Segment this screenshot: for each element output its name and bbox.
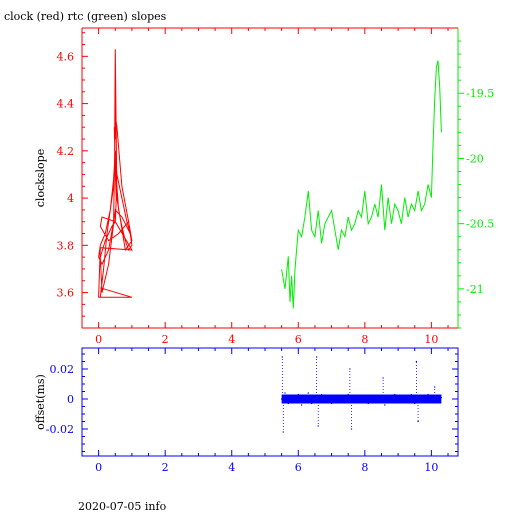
offset-point <box>340 395 343 397</box>
bottom-x-tick-label: 4 <box>228 461 235 474</box>
offset-point <box>311 402 313 405</box>
offset-point <box>404 399 406 402</box>
offset-point <box>291 395 293 397</box>
offset-point <box>417 420 419 423</box>
offset-point <box>437 401 439 403</box>
top-y2-tick-label: -21 <box>466 283 484 296</box>
top-y2-tick-label: -20 <box>466 152 484 165</box>
offset-point <box>316 356 318 358</box>
top-x-tick-label: 0 <box>95 333 102 346</box>
footer-info: 2020-07-05 info <box>78 500 167 512</box>
offset-point <box>349 368 351 370</box>
bottom-x-tick-label: 2 <box>162 461 169 474</box>
offset-point <box>314 396 316 399</box>
offset-point <box>415 360 417 363</box>
offset-point <box>367 402 369 405</box>
offset-point <box>337 401 339 403</box>
offset-point <box>331 402 333 405</box>
offset-point <box>394 393 396 396</box>
offset-point <box>357 401 359 403</box>
offset-point <box>374 401 376 403</box>
series-rtc-line <box>281 60 442 309</box>
offset-point <box>334 396 336 399</box>
offset-point <box>317 425 319 427</box>
top-x-tick-label: 8 <box>361 333 368 346</box>
offset-point <box>327 395 329 397</box>
offset-point <box>377 395 379 397</box>
bottom-y-tick-label: -0.02 <box>46 423 74 436</box>
bottom-x-tick-label: 6 <box>295 461 302 474</box>
offset-point <box>324 401 326 403</box>
top-x-tick-label: 2 <box>162 333 169 346</box>
offset-point <box>430 401 432 403</box>
bottom-x-tick-label: 10 <box>424 461 438 474</box>
bottom-frame <box>81 347 459 457</box>
offset-point <box>301 404 303 406</box>
offset-point <box>350 428 353 430</box>
offset-point <box>397 401 399 403</box>
bottom-y-tick-label: 0 <box>67 393 74 406</box>
offset-point <box>364 395 366 397</box>
bottom-y-axis-label: offset(ms) <box>34 374 47 430</box>
offset-point <box>380 396 383 399</box>
offset-point <box>360 396 363 399</box>
top-y-tick-label: 4 <box>67 192 74 205</box>
top-y-tick-label: 4.2 <box>57 145 75 158</box>
offset-point <box>434 386 436 388</box>
offset-point <box>344 399 346 402</box>
offset-point <box>294 401 296 403</box>
top-x-tick-label: 10 <box>424 333 438 346</box>
top-x-tick-label: 6 <box>295 333 302 346</box>
offset-point <box>427 393 429 396</box>
top-y-axis-label: clockslope <box>34 149 47 207</box>
offset-point <box>284 392 286 394</box>
offset-point <box>420 395 422 397</box>
offset-point <box>400 395 402 397</box>
offset-point <box>287 402 289 405</box>
offset-point <box>307 392 309 394</box>
offset-point <box>370 396 373 399</box>
offset-point <box>321 393 323 396</box>
offset-point <box>347 393 349 396</box>
offset-point <box>354 395 356 397</box>
offset-point <box>282 431 284 433</box>
top-x-tick-label: 4 <box>228 333 235 346</box>
series-clock-line <box>98 49 133 298</box>
offset-point <box>390 401 393 403</box>
offset-point <box>281 356 283 358</box>
offset-point <box>297 393 299 396</box>
top-y-tick-label: 3.8 <box>57 239 75 252</box>
top-y-tick-label: 4.4 <box>57 98 75 111</box>
offset-point <box>304 395 306 397</box>
offset-point <box>407 396 409 399</box>
top-y2-tick-label: -19.5 <box>466 87 494 100</box>
bottom-x-tick-label: 8 <box>361 461 368 474</box>
bottom-y-tick-label: 0.02 <box>50 363 75 376</box>
offset-point <box>414 402 416 405</box>
offset-dense-band <box>281 394 442 404</box>
top-y2-tick-label: -20.5 <box>466 218 494 231</box>
chart-title: clock (red) rtc (green) slopes <box>4 10 167 23</box>
top-y-tick-label: 4.6 <box>57 50 75 63</box>
top-y-tick-label: 3.6 <box>57 287 75 300</box>
offset-point <box>384 404 386 406</box>
offset-point <box>281 398 283 400</box>
offset-point <box>424 401 426 403</box>
bottom-x-tick-label: 0 <box>95 461 102 474</box>
clock-rtc-slope-chart: 0 2 4 6 8 10 3.6 3.8 4 4.2 4.4 4.6 -21 -20.5 -20 -19.5 c… <box>34 27 494 346</box>
offset-point <box>382 377 384 379</box>
offset-point <box>387 395 389 397</box>
offset-point <box>410 393 412 396</box>
offset-point <box>440 396 442 399</box>
